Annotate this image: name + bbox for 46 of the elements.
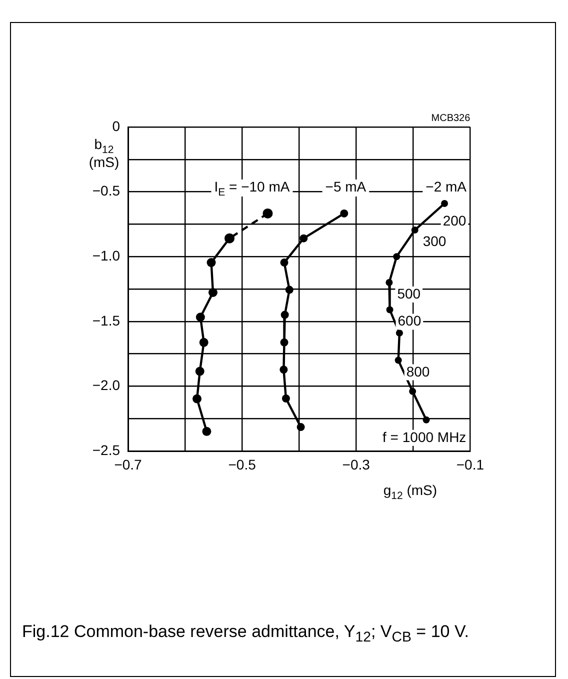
point xyxy=(206,258,216,268)
point xyxy=(394,356,402,364)
point xyxy=(280,310,289,319)
text: MCB326 xyxy=(431,113,471,124)
text: Fig.12 Common-base reverse admittance, Y$_{12}$; V$_{CB}$ = 10 V. xyxy=(22,621,470,648)
x-tick-label: −0.5 xyxy=(228,456,256,472)
point xyxy=(282,394,290,403)
point xyxy=(396,330,403,337)
x-tick-label: −0.7 xyxy=(114,456,142,472)
annotation: f = 1000 MHz xyxy=(382,428,466,445)
point xyxy=(386,279,393,286)
y-tick-label: −2.0 xyxy=(92,377,120,394)
y-tick-label: −2.5 xyxy=(92,442,120,458)
point xyxy=(296,423,305,432)
point xyxy=(280,366,288,374)
point xyxy=(196,312,205,322)
x-tick-label: −0.1 xyxy=(456,456,484,472)
point xyxy=(411,226,418,234)
y-tick-label: 0 xyxy=(112,118,120,134)
point xyxy=(192,394,202,404)
point xyxy=(280,258,288,267)
point xyxy=(208,288,218,297)
point xyxy=(195,366,204,376)
point xyxy=(202,426,212,436)
series-label: −2 mA xyxy=(426,178,468,194)
y-tick-label: −1.0 xyxy=(92,247,120,264)
y-tick-label: −1.5 xyxy=(92,312,120,328)
point xyxy=(280,338,288,346)
point xyxy=(262,208,273,218)
annotation: 300 xyxy=(422,233,446,250)
point xyxy=(199,338,208,347)
point xyxy=(393,253,400,260)
annotation: 500 xyxy=(397,286,421,302)
point xyxy=(386,306,394,314)
point xyxy=(422,416,430,424)
annotation: 800 xyxy=(406,363,430,380)
point xyxy=(300,234,308,242)
point xyxy=(285,286,294,294)
annotation: 200 xyxy=(442,212,466,228)
point xyxy=(441,200,448,207)
annotation: 600 xyxy=(398,312,422,329)
point xyxy=(340,209,348,218)
y-tick-label: −0.5 xyxy=(92,182,120,199)
x-tick-label: −0.3 xyxy=(342,456,370,472)
series-label: −5 mA xyxy=(325,178,367,194)
point xyxy=(409,388,416,395)
